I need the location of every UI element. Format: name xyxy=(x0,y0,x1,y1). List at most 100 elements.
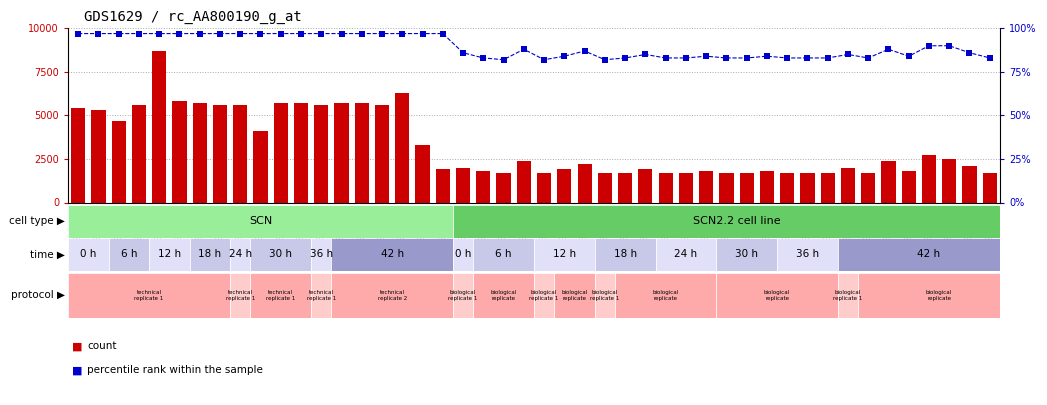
Text: 42 h: 42 h xyxy=(381,249,404,259)
Bar xyxy=(859,273,1020,318)
Bar xyxy=(716,238,777,271)
Text: biological
replicate 1: biological replicate 1 xyxy=(833,290,863,301)
Bar xyxy=(534,238,595,271)
Text: 6 h: 6 h xyxy=(495,249,512,259)
Bar xyxy=(821,173,834,202)
Text: 30 h: 30 h xyxy=(269,249,292,259)
Bar xyxy=(777,238,838,271)
Bar xyxy=(942,159,956,202)
Bar xyxy=(453,205,1020,238)
Text: 12 h: 12 h xyxy=(158,249,181,259)
Bar xyxy=(173,102,186,202)
Bar xyxy=(273,103,288,202)
Text: biological
replicate: biological replicate xyxy=(561,290,587,301)
Text: 12 h: 12 h xyxy=(553,249,576,259)
Bar xyxy=(618,173,632,202)
Bar xyxy=(534,273,554,318)
Text: biological
replicate: biological replicate xyxy=(490,290,517,301)
Bar xyxy=(780,173,795,202)
Bar xyxy=(193,103,207,202)
Text: 0 h: 0 h xyxy=(81,249,96,259)
Bar xyxy=(699,171,713,202)
Bar xyxy=(395,93,409,202)
Bar xyxy=(615,273,716,318)
Bar xyxy=(250,238,311,271)
Text: technical
replicate 1: technical replicate 1 xyxy=(266,290,295,301)
Text: biological
replicate 1: biological replicate 1 xyxy=(448,290,477,301)
Bar xyxy=(578,164,592,202)
Bar xyxy=(213,105,227,202)
Bar xyxy=(68,238,109,271)
Text: biological
replicate: biological replicate xyxy=(926,290,952,301)
Bar xyxy=(719,173,734,202)
Bar xyxy=(375,105,389,202)
Bar xyxy=(760,171,774,202)
Bar xyxy=(436,169,450,202)
Text: biological
replicate: biological replicate xyxy=(764,290,790,301)
Bar xyxy=(311,238,332,271)
Bar xyxy=(332,238,453,271)
Bar xyxy=(334,103,349,202)
Text: biological
replicate 1: biological replicate 1 xyxy=(591,290,620,301)
Text: biological
replicate: biological replicate xyxy=(652,290,678,301)
Bar xyxy=(716,273,838,318)
Text: SCN: SCN xyxy=(249,216,272,226)
Bar xyxy=(517,161,531,202)
Bar xyxy=(838,238,1020,271)
Bar xyxy=(557,169,572,202)
Bar xyxy=(841,168,855,202)
Bar xyxy=(838,273,859,318)
Bar xyxy=(250,273,311,318)
Bar xyxy=(355,103,369,202)
Text: GDS1629 / rc_AA800190_g_at: GDS1629 / rc_AA800190_g_at xyxy=(84,10,302,24)
Bar xyxy=(456,168,470,202)
Text: 24 h: 24 h xyxy=(674,249,697,259)
Bar xyxy=(230,238,250,271)
Bar xyxy=(314,105,329,202)
Text: technical
replicate 1: technical replicate 1 xyxy=(134,290,163,301)
Bar xyxy=(91,110,106,202)
Bar xyxy=(112,121,126,202)
Text: 0 h: 0 h xyxy=(454,249,471,259)
Bar xyxy=(983,173,997,202)
Text: count: count xyxy=(87,341,116,351)
Bar xyxy=(473,273,534,318)
Bar xyxy=(68,205,453,238)
Text: 30 h: 30 h xyxy=(735,249,758,259)
Text: 18 h: 18 h xyxy=(198,249,221,259)
Text: technical
replicate 1: technical replicate 1 xyxy=(307,290,336,301)
Text: percentile rank within the sample: percentile rank within the sample xyxy=(87,365,263,375)
Bar xyxy=(332,273,453,318)
Text: technical
replicate 2: technical replicate 2 xyxy=(378,290,407,301)
Bar xyxy=(739,173,754,202)
Text: time ▶: time ▶ xyxy=(30,249,65,259)
Bar xyxy=(595,273,615,318)
Bar xyxy=(149,238,190,271)
Bar xyxy=(473,238,534,271)
Bar xyxy=(311,273,332,318)
Bar xyxy=(901,171,916,202)
Text: 6 h: 6 h xyxy=(120,249,137,259)
Bar xyxy=(190,238,230,271)
Text: technical
replicate 1: technical replicate 1 xyxy=(225,290,254,301)
Bar xyxy=(294,103,308,202)
Bar xyxy=(537,173,551,202)
Bar xyxy=(152,51,166,202)
Bar xyxy=(922,156,936,202)
Bar xyxy=(453,273,473,318)
Bar xyxy=(962,166,977,202)
Text: 24 h: 24 h xyxy=(228,249,251,259)
Bar xyxy=(132,105,146,202)
Text: 42 h: 42 h xyxy=(917,249,940,259)
Bar xyxy=(595,238,655,271)
Bar xyxy=(71,109,85,202)
Bar xyxy=(109,238,149,271)
Bar xyxy=(554,273,595,318)
Bar xyxy=(230,273,250,318)
Text: ■: ■ xyxy=(72,341,83,351)
Bar xyxy=(598,173,611,202)
Bar xyxy=(800,173,815,202)
Text: SCN2.2 cell line: SCN2.2 cell line xyxy=(693,216,780,226)
Bar xyxy=(253,131,268,202)
Text: ■: ■ xyxy=(72,365,83,375)
